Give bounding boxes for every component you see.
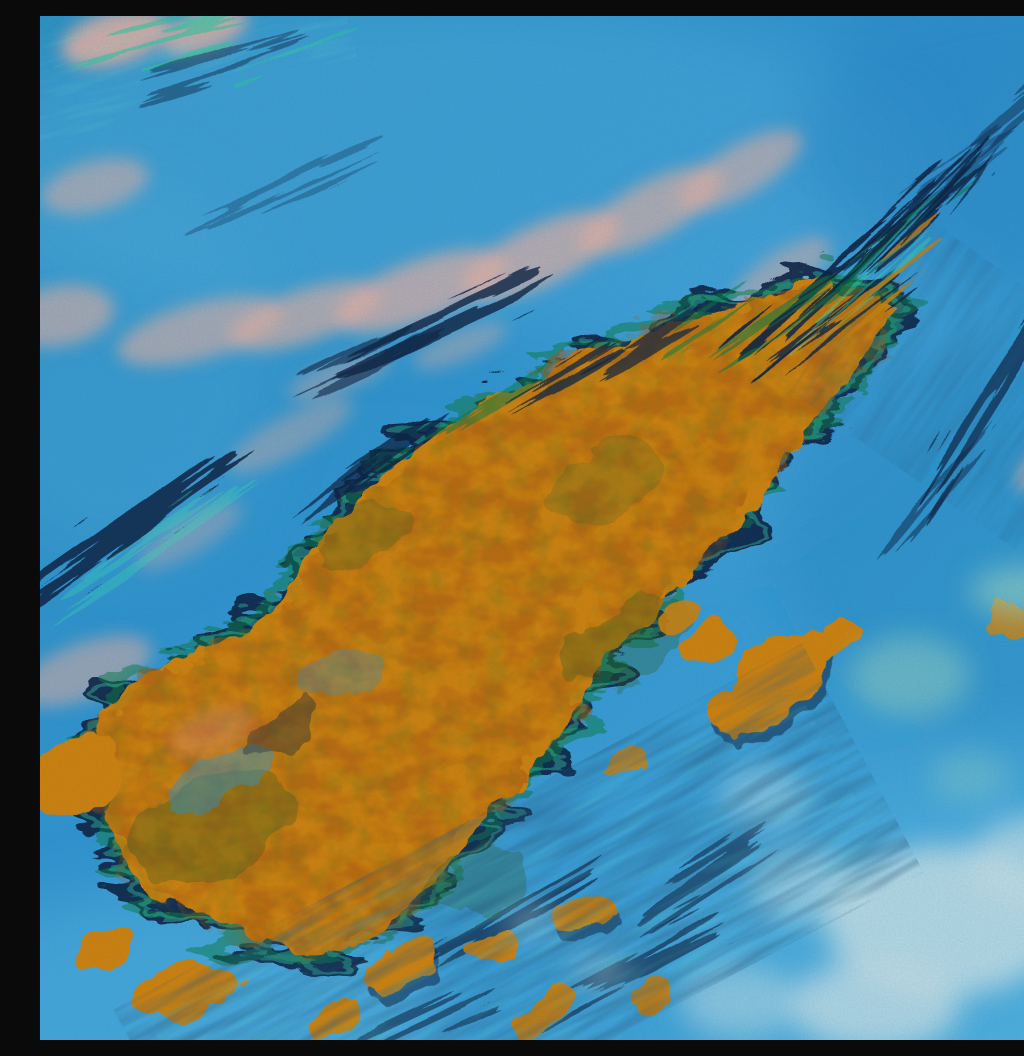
satellite-image [40, 16, 1024, 1040]
satellite-image-canvas [40, 16, 1024, 1040]
grain-overlay [40, 16, 1024, 1040]
